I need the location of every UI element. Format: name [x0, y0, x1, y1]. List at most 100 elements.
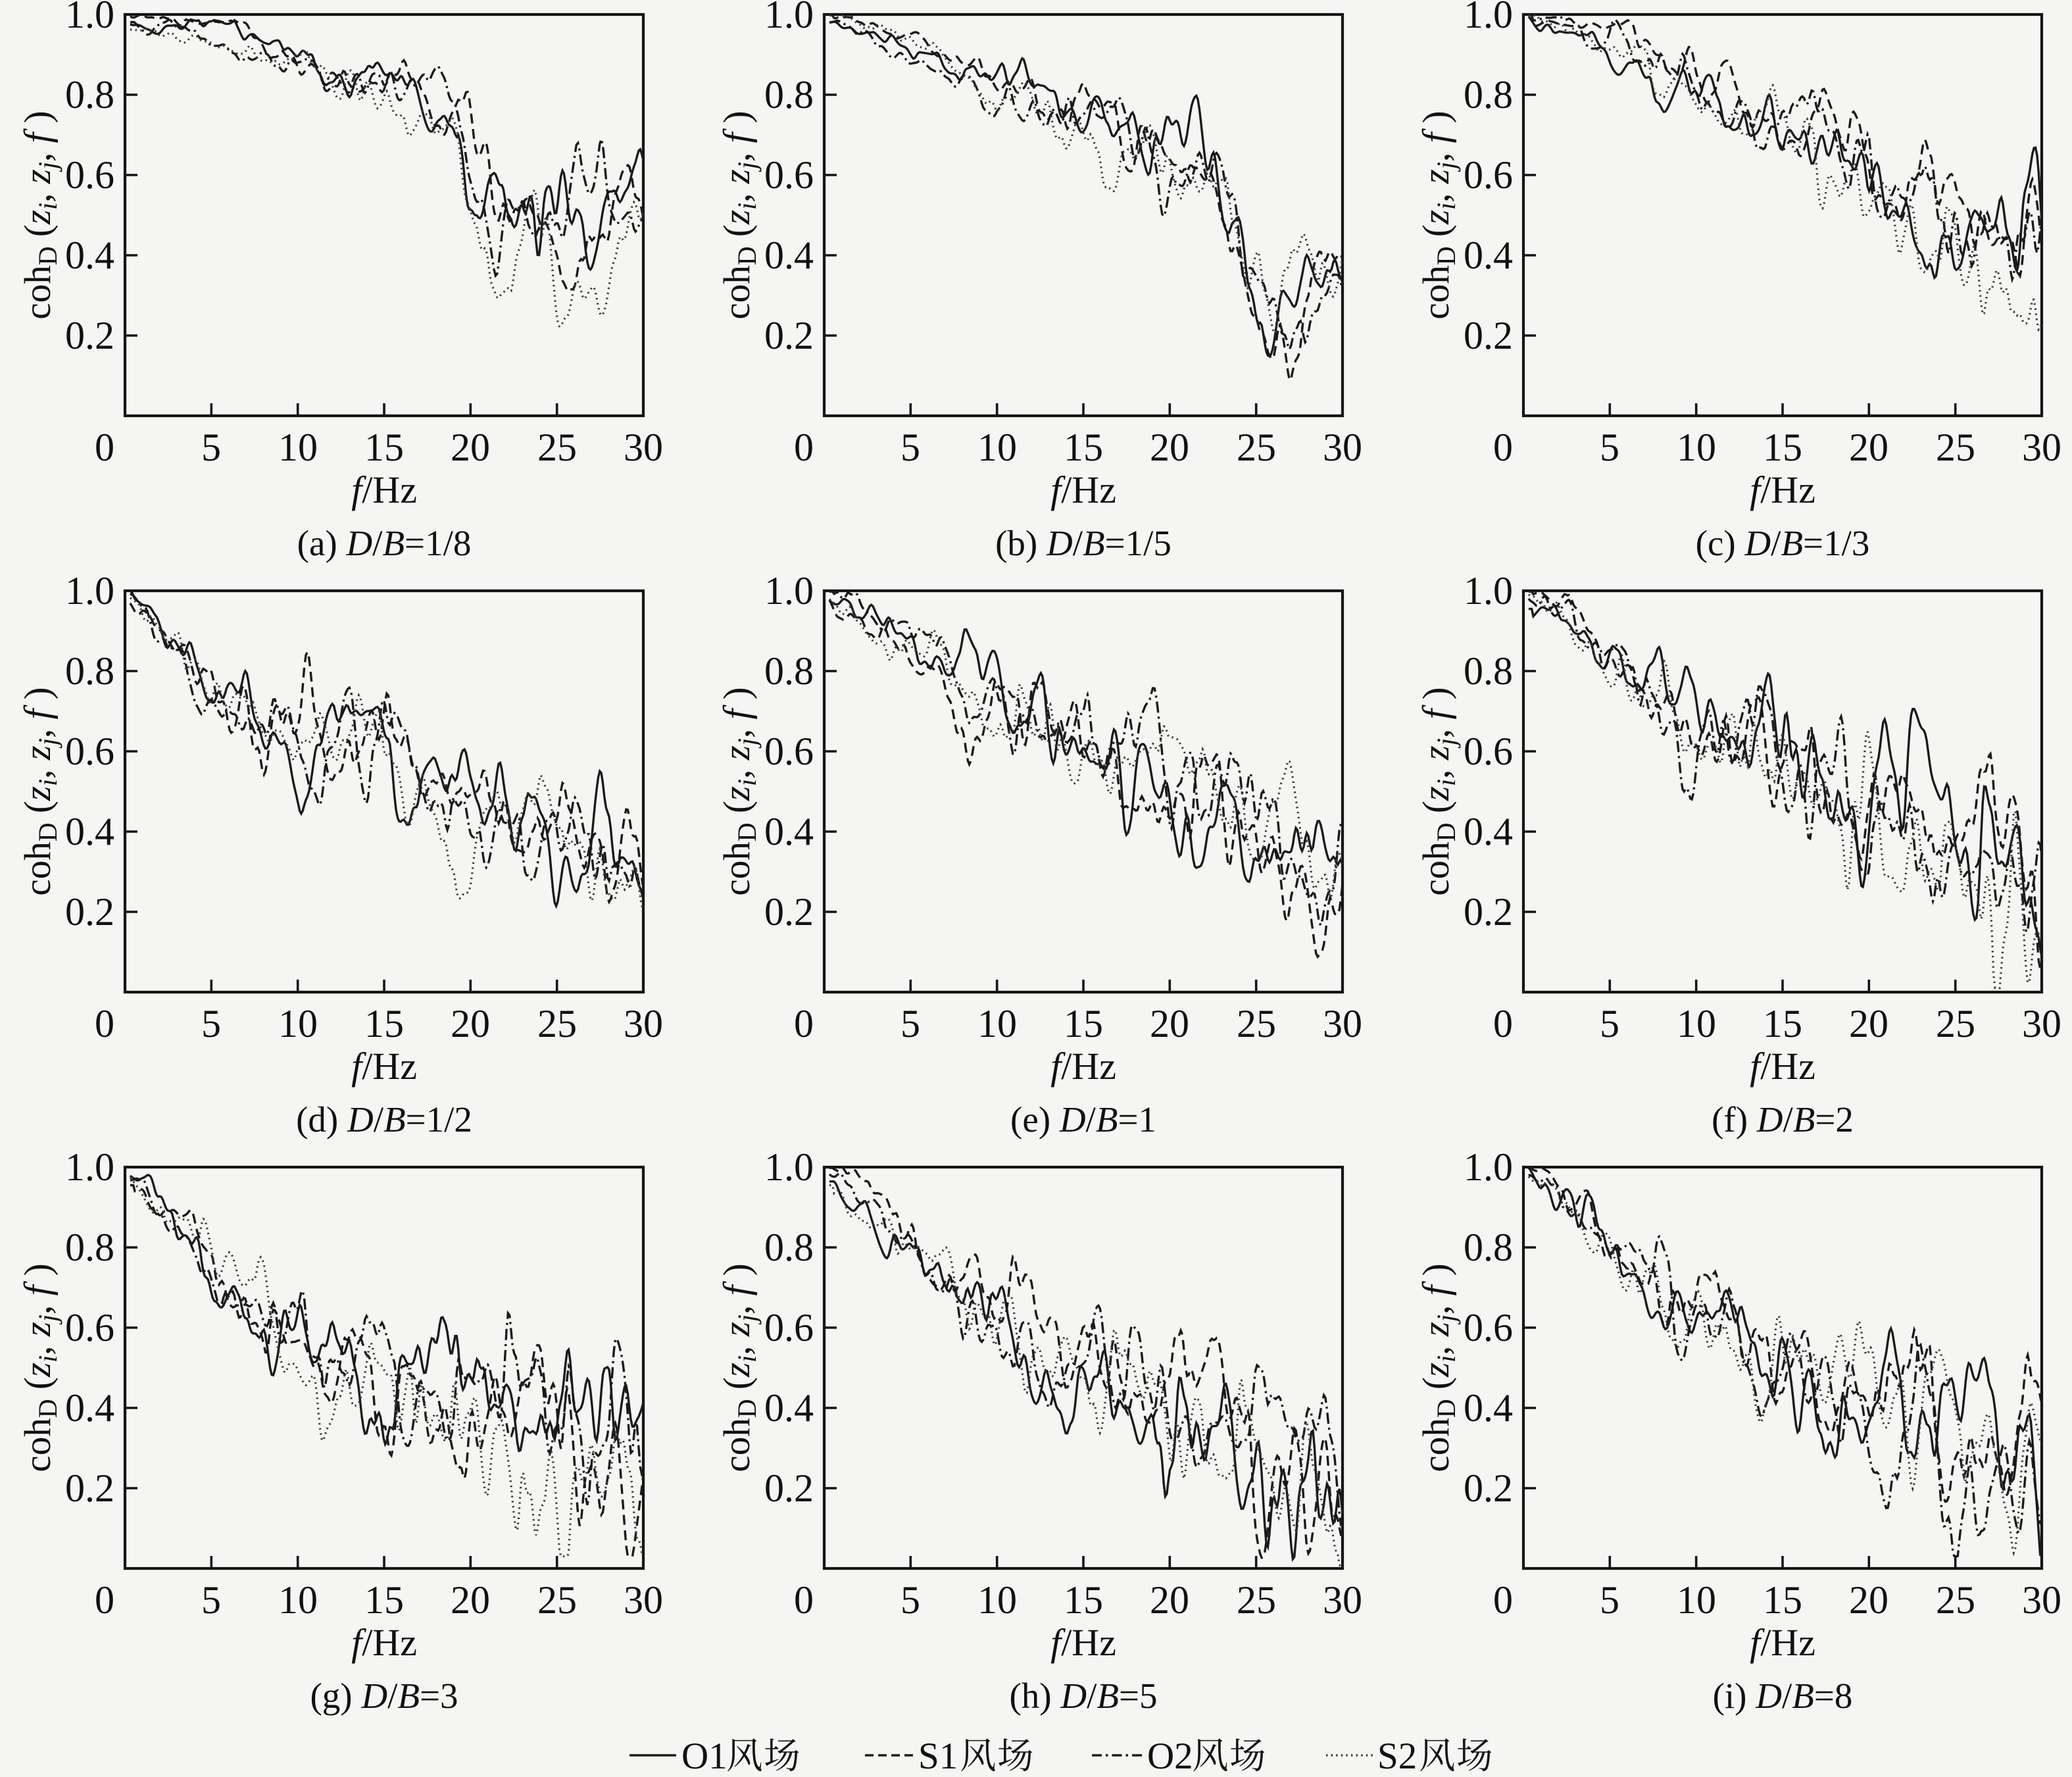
- svg-text:0.2: 0.2: [65, 1466, 114, 1510]
- svg-text:1.0: 1.0: [65, 0, 114, 36]
- svg-text:0.6: 0.6: [65, 153, 114, 197]
- svg-text:0.2: 0.2: [764, 890, 814, 934]
- svg-text:(g) D/B=3: (g) D/B=3: [310, 1676, 458, 1716]
- svg-text:f/Hz: f/Hz: [1050, 1045, 1116, 1088]
- svg-text:20: 20: [451, 1578, 490, 1622]
- svg-text:0.4: 0.4: [764, 1386, 814, 1430]
- svg-text:25: 25: [1936, 1002, 1975, 1045]
- svg-text:10: 10: [1677, 1578, 1716, 1622]
- svg-text:20: 20: [1150, 426, 1189, 469]
- svg-text:1.0: 1.0: [65, 569, 114, 613]
- svg-text:25: 25: [1936, 1578, 1975, 1622]
- svg-text:0.2: 0.2: [764, 314, 814, 357]
- svg-text:(b) D/B=1/5: (b) D/B=1/5: [995, 523, 1172, 563]
- svg-text:(f) D/B=2: (f) D/B=2: [1712, 1099, 1854, 1139]
- svg-text:5: 5: [1600, 426, 1619, 469]
- svg-text:f/Hz: f/Hz: [1050, 1621, 1116, 1664]
- svg-text:20: 20: [1150, 1578, 1189, 1622]
- svg-text:0.8: 0.8: [764, 73, 814, 116]
- svg-text:5: 5: [201, 1002, 221, 1045]
- svg-text:cohD (zi, zj, f ): cohD (zi, zj, f ): [17, 1263, 62, 1472]
- svg-text:0: 0: [794, 1578, 814, 1622]
- svg-text:0.8: 0.8: [65, 1226, 114, 1269]
- svg-text:(c) D/B=1/3: (c) D/B=1/3: [1696, 523, 1870, 563]
- svg-text:0.2: 0.2: [1464, 890, 1513, 934]
- svg-text:15: 15: [364, 426, 404, 469]
- svg-text:0.4: 0.4: [1464, 234, 1513, 277]
- svg-text:cohD (zi, zj, f ): cohD (zi, zj, f ): [1416, 1263, 1461, 1472]
- svg-text:30: 30: [2022, 1002, 2061, 1045]
- svg-text:0.4: 0.4: [1464, 1386, 1513, 1430]
- svg-text:30: 30: [624, 426, 663, 469]
- svg-text:f/Hz: f/Hz: [1050, 468, 1116, 511]
- svg-text:0.6: 0.6: [65, 1306, 114, 1349]
- svg-text:(h) D/B=5: (h) D/B=5: [1009, 1676, 1157, 1716]
- svg-text:0.2: 0.2: [1464, 314, 1513, 357]
- svg-text:25: 25: [1237, 1002, 1276, 1045]
- svg-text:20: 20: [451, 426, 490, 469]
- svg-text:0.2: 0.2: [764, 1466, 814, 1510]
- svg-text:f/Hz: f/Hz: [1750, 468, 1815, 511]
- svg-text:S2: S2: [1377, 1736, 1417, 1777]
- svg-text:0.6: 0.6: [1464, 730, 1513, 773]
- svg-text:0.4: 0.4: [65, 1386, 114, 1430]
- svg-text:0.6: 0.6: [65, 730, 114, 773]
- svg-text:1.0: 1.0: [764, 569, 814, 613]
- svg-text:1.0: 1.0: [764, 1145, 814, 1189]
- svg-text:0.8: 0.8: [65, 73, 114, 116]
- svg-text:0.8: 0.8: [1464, 73, 1513, 116]
- svg-text:15: 15: [1763, 1578, 1802, 1622]
- svg-text:0: 0: [95, 426, 114, 469]
- svg-text:0.4: 0.4: [764, 810, 814, 853]
- svg-text:cohD (zi, zj, f ): cohD (zi, zj, f ): [17, 111, 62, 319]
- svg-text:0.4: 0.4: [764, 234, 814, 277]
- svg-text:10: 10: [278, 426, 318, 469]
- svg-text:O2: O2: [1147, 1736, 1193, 1777]
- svg-text:cohD (zi, zj, f ): cohD (zi, zj, f ): [716, 687, 762, 895]
- svg-text:5: 5: [201, 426, 221, 469]
- svg-text:(a) D/B=1/8: (a) D/B=1/8: [297, 523, 472, 563]
- svg-text:15: 15: [1763, 426, 1802, 469]
- svg-text:0.4: 0.4: [1464, 810, 1513, 853]
- svg-text:0.8: 0.8: [1464, 1226, 1513, 1269]
- svg-text:0: 0: [95, 1002, 114, 1045]
- svg-text:f/Hz: f/Hz: [351, 1621, 417, 1664]
- svg-text:(i) D/B=8: (i) D/B=8: [1713, 1676, 1853, 1716]
- svg-text:1.0: 1.0: [1464, 569, 1513, 613]
- svg-text:5: 5: [900, 1578, 920, 1622]
- svg-text:0.2: 0.2: [65, 890, 114, 934]
- svg-text:5: 5: [900, 1002, 920, 1045]
- svg-text:25: 25: [537, 1578, 577, 1622]
- svg-text:0.4: 0.4: [65, 810, 114, 853]
- svg-text:0.8: 0.8: [764, 1226, 814, 1269]
- svg-text:0.8: 0.8: [1464, 649, 1513, 693]
- svg-text:0.6: 0.6: [1464, 1306, 1513, 1349]
- svg-text:30: 30: [1323, 1578, 1362, 1622]
- svg-text:0.8: 0.8: [764, 649, 814, 693]
- svg-text:20: 20: [451, 1002, 490, 1045]
- svg-text:25: 25: [1237, 1578, 1276, 1622]
- svg-text:20: 20: [1849, 1578, 1888, 1622]
- svg-text:15: 15: [1064, 426, 1103, 469]
- svg-text:10: 10: [977, 1002, 1017, 1045]
- svg-text:10: 10: [1677, 426, 1716, 469]
- svg-text:15: 15: [364, 1578, 404, 1622]
- svg-text:f/Hz: f/Hz: [1750, 1045, 1815, 1088]
- svg-text:10: 10: [977, 1578, 1017, 1622]
- svg-text:cohD (zi, zj, f ): cohD (zi, zj, f ): [716, 111, 762, 319]
- svg-text:(e) D/B=1: (e) D/B=1: [1010, 1099, 1156, 1139]
- svg-text:O1: O1: [681, 1736, 728, 1777]
- svg-text:10: 10: [977, 426, 1017, 469]
- svg-text:10: 10: [278, 1578, 318, 1622]
- svg-text:cohD (zi, zj, f ): cohD (zi, zj, f ): [17, 687, 62, 895]
- svg-text:cohD (zi, zj, f ): cohD (zi, zj, f ): [1416, 687, 1461, 895]
- svg-text:1.0: 1.0: [65, 1145, 114, 1189]
- svg-text:15: 15: [1064, 1578, 1103, 1622]
- svg-text:0.2: 0.2: [1464, 1466, 1513, 1510]
- svg-text:10: 10: [1677, 1002, 1716, 1045]
- svg-text:0.8: 0.8: [65, 649, 114, 693]
- svg-text:f/Hz: f/Hz: [351, 468, 417, 511]
- svg-text:1.0: 1.0: [764, 0, 814, 36]
- svg-text:0.2: 0.2: [65, 314, 114, 357]
- svg-text:0: 0: [1493, 1578, 1513, 1622]
